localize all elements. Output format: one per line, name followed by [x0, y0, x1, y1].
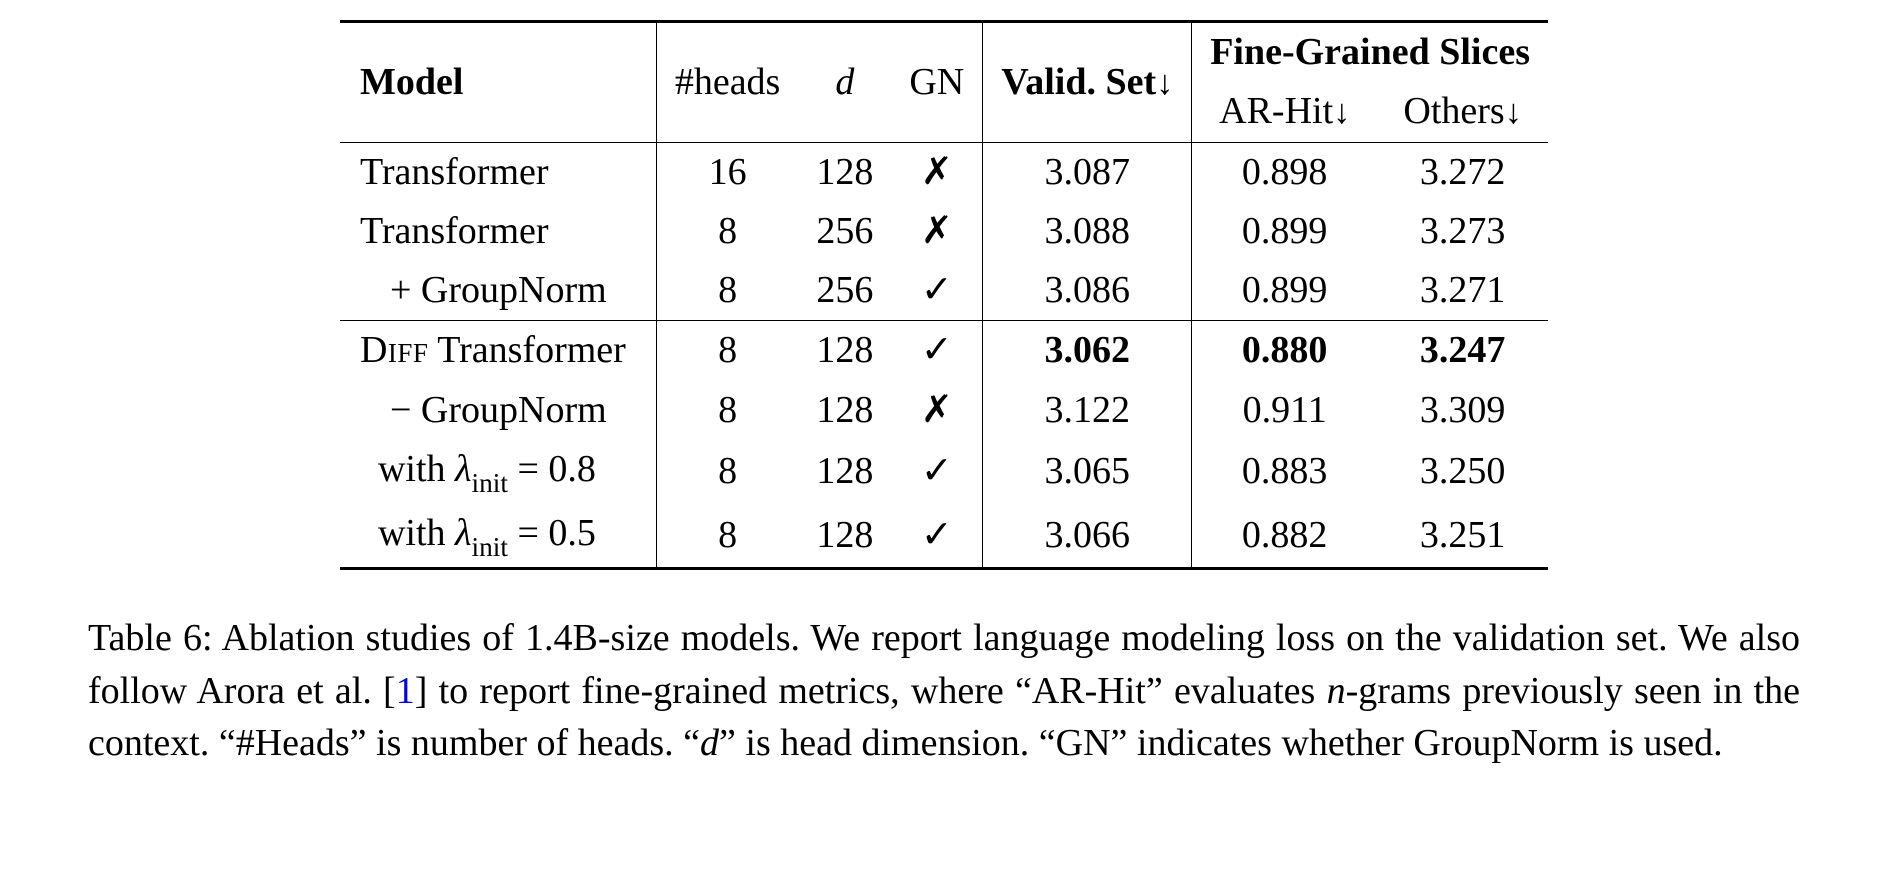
lambda-var: λ	[455, 448, 471, 490]
cell-others: 3.273	[1377, 202, 1548, 261]
table-row: with λinit = 0.5 8 128 ✓ 3.066 0.882 3.2…	[340, 504, 1548, 569]
table-row: − GroupNorm 8 128 ✗ 3.122 0.911 3.309	[340, 381, 1548, 440]
caption-text-4: ” is head dimension. “GN” indicates whet…	[719, 722, 1723, 764]
model-rest: Transformer	[428, 329, 625, 371]
cell-d: 128	[798, 440, 891, 504]
with-prefix: with	[378, 448, 455, 490]
cell-arhit: 0.883	[1192, 440, 1377, 504]
down-arrow-icon: ↓	[1333, 94, 1350, 131]
cell-heads: 16	[656, 142, 798, 202]
ablation-table: Model #heads d GN Valid. Set↓ Fine-Grain…	[340, 20, 1548, 570]
cell-heads: 8	[656, 261, 798, 321]
table-row: + GroupNorm 8 256 ✓ 3.086 0.899 3.271	[340, 261, 1548, 321]
cell-arhit: 0.882	[1192, 504, 1377, 569]
cell-d: 128	[798, 504, 891, 569]
cell-heads: 8	[656, 504, 798, 569]
col-heads-header: #heads	[656, 22, 798, 143]
lambda-var: λ	[455, 512, 471, 554]
cell-others: 3.271	[1377, 261, 1548, 321]
cross-icon: ✗	[891, 381, 982, 440]
diff-smallcaps: Diff	[360, 329, 428, 371]
table-row: Transformer 8 256 ✗ 3.088 0.899 3.273	[340, 202, 1548, 261]
page-root: Model #heads d GN Valid. Set↓ Fine-Grain…	[0, 0, 1888, 884]
cell-heads: 8	[656, 202, 798, 261]
d-var: d	[700, 722, 719, 764]
cell-d: 256	[798, 202, 891, 261]
cell-model: with λinit = 0.8	[340, 440, 656, 504]
cell-model: Diff Transformer	[340, 321, 656, 381]
caption-label: Table 6:	[88, 617, 213, 659]
lambda-sub: init	[472, 532, 508, 562]
cell-arhit: 0.899	[1192, 261, 1377, 321]
cell-valid: 3.088	[983, 202, 1192, 261]
col-model-header: Model	[340, 22, 656, 143]
lambda-eq: = 0.5	[508, 512, 596, 554]
d-italic: d	[835, 61, 854, 103]
cell-others: 3.250	[1377, 440, 1548, 504]
down-arrow-icon: ↓	[1156, 65, 1173, 102]
cross-icon: ✗	[891, 142, 982, 202]
cell-others: 3.247	[1377, 321, 1548, 381]
cell-heads: 8	[656, 321, 798, 381]
cell-others: 3.251	[1377, 504, 1548, 569]
caption-text-2: ] to report fine-grained metrics, where …	[415, 670, 1327, 712]
arhit-label: AR-Hit	[1219, 90, 1333, 132]
cell-valid: 3.087	[983, 142, 1192, 202]
others-label: Others	[1403, 90, 1504, 132]
cell-valid: 3.066	[983, 504, 1192, 569]
cell-heads: 8	[656, 440, 798, 504]
cell-model: − GroupNorm	[340, 381, 656, 440]
col-fine-header: Fine-Grained Slices	[1192, 22, 1548, 83]
cell-model: with λinit = 0.5	[340, 504, 656, 569]
col-d-header: d	[798, 22, 891, 143]
table-row: with λinit = 0.8 8 128 ✓ 3.065 0.883 3.2…	[340, 440, 1548, 504]
lambda-eq: = 0.8	[508, 448, 596, 490]
lambda-sub: init	[472, 468, 508, 498]
table-row: Diff Transformer 8 128 ✓ 3.062 0.880 3.2…	[340, 321, 1548, 381]
cell-arhit: 0.898	[1192, 142, 1377, 202]
cell-others: 3.272	[1377, 142, 1548, 202]
header-row-1: Model #heads d GN Valid. Set↓ Fine-Grain…	[340, 22, 1548, 83]
cell-heads: 8	[656, 381, 798, 440]
cell-valid: 3.062	[983, 321, 1192, 381]
cell-d: 256	[798, 261, 891, 321]
cell-valid: 3.086	[983, 261, 1192, 321]
with-prefix: with	[378, 512, 455, 554]
cell-valid: 3.065	[983, 440, 1192, 504]
cell-d: 128	[798, 142, 891, 202]
cell-others: 3.309	[1377, 381, 1548, 440]
citation-link[interactable]: 1	[396, 670, 415, 712]
cell-arhit: 0.880	[1192, 321, 1377, 381]
valid-label: Valid. Set	[1001, 61, 1156, 103]
cell-model: Transformer	[340, 142, 656, 202]
col-arhit-header: AR-Hit↓	[1192, 82, 1377, 142]
cell-model: Transformer	[340, 202, 656, 261]
check-icon: ✓	[891, 440, 982, 504]
table-caption: Table 6: Ablation studies of 1.4B-size m…	[80, 612, 1808, 769]
check-icon: ✓	[891, 261, 982, 321]
cell-arhit: 0.899	[1192, 202, 1377, 261]
check-icon: ✓	[891, 321, 982, 381]
check-icon: ✓	[891, 504, 982, 569]
table-row: Transformer 16 128 ✗ 3.087 0.898 3.272	[340, 142, 1548, 202]
col-others-header: Others↓	[1377, 82, 1548, 142]
cell-d: 128	[798, 321, 891, 381]
down-arrow-icon: ↓	[1505, 94, 1522, 131]
cell-model: + GroupNorm	[340, 261, 656, 321]
cell-d: 128	[798, 381, 891, 440]
col-gn-header: GN	[891, 22, 982, 143]
cell-valid: 3.122	[983, 381, 1192, 440]
n-var: n	[1327, 670, 1346, 712]
cross-icon: ✗	[891, 202, 982, 261]
col-valid-header: Valid. Set↓	[983, 22, 1192, 143]
cell-arhit: 0.911	[1192, 381, 1377, 440]
